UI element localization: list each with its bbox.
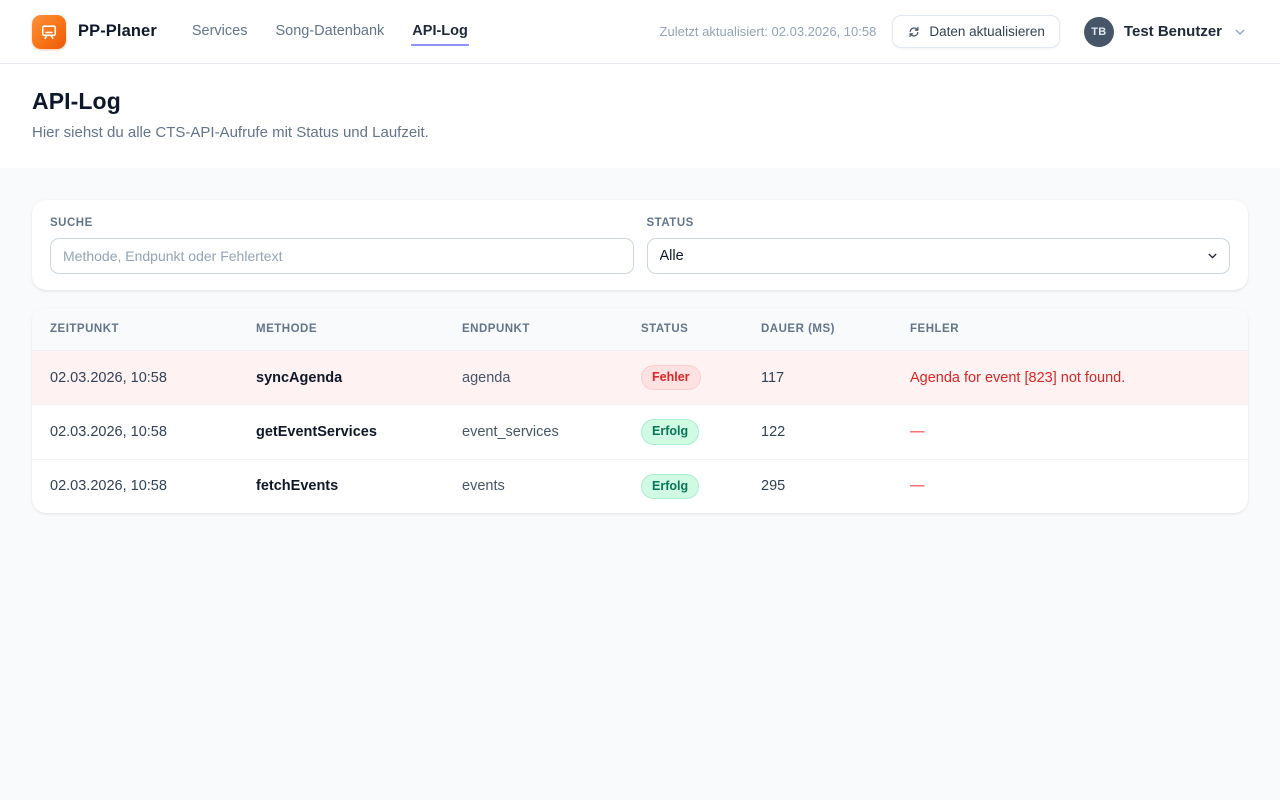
cell-zeitpunkt: 02.03.2026, 10:58 bbox=[32, 350, 240, 406]
cell-status: Erfolg bbox=[625, 459, 745, 513]
api-log-table-card: ZEITPUNKT METHODE ENDPUNKT STATUS DAUER … bbox=[32, 308, 1248, 513]
col-header-zeitpunkt: ZEITPUNKT bbox=[32, 308, 240, 351]
status-badge: Erfolg bbox=[641, 473, 700, 499]
cell-fehler: — bbox=[910, 478, 925, 495]
brand-name: PP-Planer bbox=[78, 22, 157, 40]
cell-endpunkt: event_services bbox=[446, 404, 625, 460]
filter-card: SUCHE STATUS Alle bbox=[32, 200, 1248, 290]
cell-status: Fehler bbox=[625, 350, 745, 406]
app-logo bbox=[32, 14, 66, 49]
page-head: API-Log Hier siehst du alle CTS-API-Aufr… bbox=[0, 64, 1280, 168]
cell-endpunkt: agenda bbox=[446, 350, 625, 406]
status-label: STATUS bbox=[646, 217, 694, 229]
status-badge: Fehler bbox=[641, 365, 701, 391]
col-header-status: STATUS bbox=[625, 308, 745, 351]
user-name: Test Benutzer bbox=[1123, 23, 1222, 40]
cell-dauer: 122 bbox=[745, 404, 894, 460]
page-title: API-Log bbox=[32, 88, 121, 114]
refresh-data-button[interactable]: Daten aktualisieren bbox=[892, 15, 1060, 48]
col-header-fehler: FEHLER bbox=[894, 308, 1248, 351]
cell-methode: fetchEvents bbox=[256, 478, 339, 495]
status-badge: Erfolg bbox=[641, 419, 700, 445]
refresh-button-label: Daten aktualisieren bbox=[929, 24, 1045, 39]
cell-zeitpunkt: 02.03.2026, 10:58 bbox=[50, 478, 167, 495]
table-header-row: ZEITPUNKT METHODE ENDPUNKT STATUS DAUER … bbox=[32, 308, 1248, 351]
col-header-endpunkt: ENDPUNKT bbox=[446, 308, 625, 351]
cell-fehler: — bbox=[894, 404, 1248, 460]
cell-endpunkt: events bbox=[462, 478, 505, 495]
cell-methode: getEventServices bbox=[240, 404, 446, 460]
presentation-screen-icon bbox=[39, 22, 59, 42]
table-row: 02.03.2026, 10:58 syncAgenda agenda Fehl… bbox=[32, 350, 1248, 406]
col-header-dauer: DAUER (MS) bbox=[745, 308, 894, 351]
col-header-methode: METHODE bbox=[240, 308, 446, 351]
api-log-table-body: 02.03.2026, 10:58 syncAgenda agenda Fehl… bbox=[32, 350, 1248, 513]
cell-status: Erfolg bbox=[625, 404, 745, 460]
search-field-group: SUCHE bbox=[50, 217, 634, 274]
cell-methode: syncAgenda bbox=[240, 350, 446, 406]
nav-item-services[interactable]: Services bbox=[191, 23, 248, 39]
table-row: 02.03.2026, 10:58 getEventServices event… bbox=[32, 404, 1248, 460]
cell-dauer: 117 bbox=[745, 350, 894, 406]
cell-dauer: 295 bbox=[761, 478, 786, 495]
search-input[interactable] bbox=[50, 238, 634, 274]
main-content: SUCHE STATUS Alle bbox=[0, 168, 1280, 545]
page-subtitle: Hier siehst du alle CTS-API-Aufrufe mit … bbox=[32, 124, 429, 141]
main-nav: Services Song-Datenbank API-Log bbox=[191, 17, 469, 46]
user-menu[interactable]: TB Test Benutzer bbox=[1083, 16, 1248, 47]
topbar: PP-Planer Services Song-Datenbank API-Lo… bbox=[0, 0, 1280, 64]
last-updated-text: Zuletzt aktualisiert: 02.03.2026, 10:58 bbox=[659, 24, 877, 39]
cell-zeitpunkt: 02.03.2026, 10:58 bbox=[32, 404, 240, 460]
chevron-down-icon bbox=[1232, 24, 1248, 40]
cell-fehler: Agenda for event [823] not found. bbox=[894, 350, 1248, 406]
status-select[interactable]: Alle bbox=[646, 238, 1230, 274]
nav-item-api-log[interactable]: API-Log bbox=[411, 17, 469, 46]
status-field-group: STATUS Alle bbox=[646, 217, 1230, 274]
search-label: SUCHE bbox=[50, 217, 93, 229]
avatar: TB bbox=[1083, 16, 1114, 47]
table-row: 02.03.2026, 10:58 fetchEvents events Erf… bbox=[32, 459, 1248, 513]
nav-item-song-datenbank[interactable]: Song-Datenbank bbox=[275, 23, 385, 39]
topbar-right: Zuletzt aktualisiert: 02.03.2026, 10:58 … bbox=[660, 15, 1248, 48]
api-log-table: ZEITPUNKT METHODE ENDPUNKT STATUS DAUER … bbox=[32, 308, 1248, 513]
refresh-icon bbox=[907, 25, 921, 39]
